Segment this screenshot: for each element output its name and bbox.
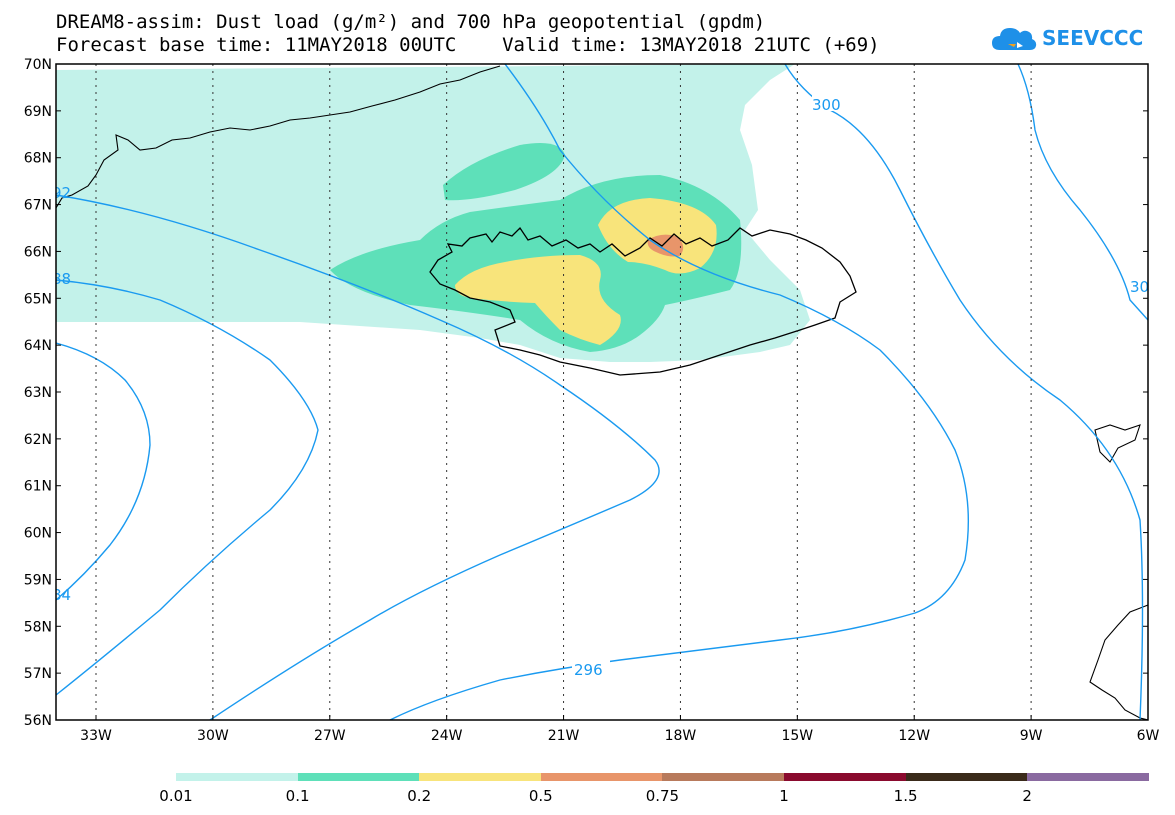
dust-region-0.2-west bbox=[455, 255, 621, 345]
iceland-coastline bbox=[429, 226, 857, 376]
contour-84 bbox=[56, 342, 151, 601]
latitude-label: 58N bbox=[24, 619, 52, 635]
contour-92 bbox=[56, 194, 660, 720]
longitude-label: 9W bbox=[1020, 728, 1043, 744]
colorbar-segment bbox=[784, 773, 907, 781]
dust-region-0.1-north bbox=[443, 142, 565, 201]
colorbar-label: 0.5 bbox=[528, 787, 553, 805]
latitude-label: 63N bbox=[24, 385, 52, 401]
longitude-label: 30W bbox=[197, 728, 229, 744]
colorbar-segment bbox=[540, 773, 663, 781]
cloud-icon bbox=[992, 28, 1037, 50]
latitude-label: 70N bbox=[24, 57, 52, 73]
latitude-label: 66N bbox=[24, 244, 52, 260]
colorbar-label: 1.5 bbox=[893, 787, 918, 805]
colorbar-segment bbox=[905, 773, 1028, 781]
colorbar-segment bbox=[297, 773, 420, 781]
latitude-label: 65N bbox=[24, 291, 52, 307]
latitude-label: 60N bbox=[24, 526, 52, 542]
longitude-label: 33W bbox=[80, 728, 112, 744]
latitude-label: 64N bbox=[24, 338, 52, 354]
colorbar-label: 0.2 bbox=[407, 787, 432, 805]
longitude-label: 12W bbox=[898, 728, 930, 744]
colorbar-label: 1 bbox=[779, 787, 789, 805]
colorbar-label: 2 bbox=[1022, 787, 1032, 805]
colorbar-segment bbox=[419, 773, 542, 781]
latitude-label: 57N bbox=[24, 666, 52, 682]
longitude-label: 27W bbox=[314, 728, 346, 744]
colorbar-label: 0.1 bbox=[285, 787, 310, 805]
contour-label-88: 88 bbox=[52, 270, 71, 288]
latitude-label: 62N bbox=[24, 432, 52, 448]
latitude-label: 69N bbox=[24, 104, 52, 120]
contour-88 bbox=[56, 279, 319, 696]
map-title-line-2: Forecast base time: 11MAY2018 00UTC Vali… bbox=[56, 34, 880, 56]
longitude-label: 21W bbox=[548, 728, 580, 744]
contour-label-296: 296 bbox=[574, 661, 603, 679]
latitude-label: 61N bbox=[24, 479, 52, 495]
dust-region-0.5 bbox=[647, 234, 684, 257]
greenland-coastline bbox=[56, 65, 501, 209]
contour-300-east bbox=[784, 64, 1144, 720]
colorbar-segment bbox=[176, 773, 299, 781]
seevccc-logo: SEEVCCC bbox=[990, 20, 1143, 56]
contour-label-300: 300 bbox=[812, 96, 841, 114]
colorbar-segment bbox=[662, 773, 785, 781]
longitude-label: 15W bbox=[781, 728, 813, 744]
longitude-label: 24W bbox=[431, 728, 463, 744]
contour-label-30: 30 bbox=[1130, 278, 1149, 296]
contour-label-84: 84 bbox=[52, 586, 71, 604]
longitude-label: 6W bbox=[1137, 728, 1160, 744]
faroe-islands-coastline bbox=[1094, 424, 1141, 463]
longitude-label: 18W bbox=[665, 728, 697, 744]
colorbar-label: 0.75 bbox=[645, 787, 680, 805]
colorbar-label: 0.01 bbox=[159, 787, 193, 805]
contour-far-east bbox=[1017, 64, 1148, 321]
contour-label-92: 92 bbox=[52, 184, 71, 202]
dust-region-0.2-spot bbox=[592, 322, 606, 330]
latitude-label: 56N bbox=[24, 713, 52, 729]
latitude-label: 68N bbox=[24, 151, 52, 167]
colorbar-segment bbox=[1027, 773, 1150, 781]
logo-text: SEEVCCC bbox=[1042, 26, 1144, 50]
map-title-line-1: DREAM8-assim: Dust load (g/m²) and 700 h… bbox=[56, 11, 766, 33]
latitude-label: 59N bbox=[24, 572, 52, 588]
latitude-label: 67N bbox=[24, 198, 52, 214]
scotland-coastline bbox=[1089, 604, 1148, 720]
